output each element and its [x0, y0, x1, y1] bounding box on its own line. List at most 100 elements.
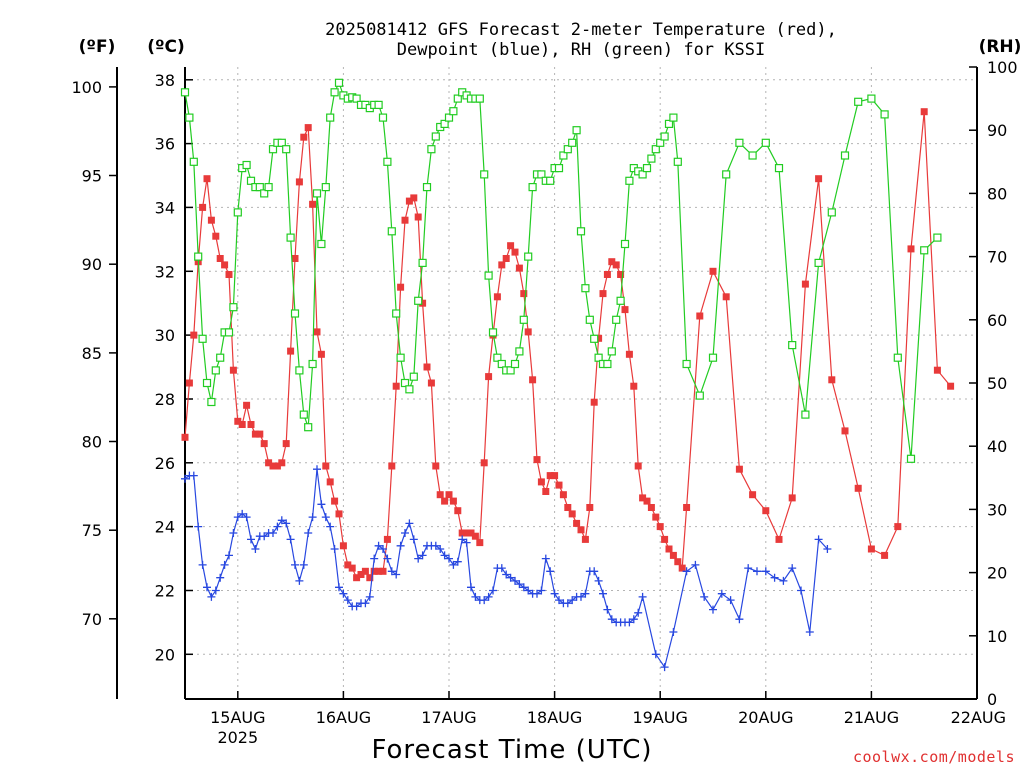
- dewpoint-point: [431, 541, 440, 550]
- rh-point: [312, 189, 322, 198]
- rh-point: [528, 183, 537, 192]
- fahrenheit-tick-label: 100: [71, 78, 102, 97]
- temperature-point: [185, 379, 193, 387]
- temperature-point: [401, 216, 409, 224]
- dewpoint-point: [330, 545, 339, 553]
- temperature-point: [661, 535, 669, 543]
- temperature-point: [568, 510, 576, 518]
- temperature-point: [304, 124, 312, 132]
- temperature-point: [546, 472, 554, 480]
- temperature-point: [199, 203, 207, 211]
- temperature-point: [947, 382, 955, 390]
- dewpoint-point: [392, 570, 401, 579]
- temperature-point: [511, 248, 519, 256]
- temperature-point: [542, 488, 550, 495]
- temperature-point: [265, 459, 273, 467]
- rh-point: [396, 353, 405, 362]
- rh-series: [180, 78, 942, 463]
- dewpoint-point: [537, 586, 546, 595]
- temperature-point: [335, 510, 343, 518]
- dewpoint-point: [401, 529, 409, 537]
- dewpoint-point: [709, 605, 717, 614]
- rh-point: [422, 183, 432, 192]
- rh-point: [383, 157, 392, 166]
- rh-point: [480, 170, 489, 179]
- dewpoint-point: [379, 545, 387, 553]
- temperature-point: [595, 334, 603, 342]
- rh-tick-label: 10: [987, 627, 1007, 646]
- x-tick-label: 21AUG: [844, 708, 899, 727]
- temperature-point: [287, 347, 295, 355]
- rh-point: [488, 328, 498, 337]
- fahrenheit-tick-label: 75: [82, 521, 102, 540]
- dewpoint-point: [480, 596, 489, 605]
- rh-point: [748, 151, 757, 160]
- fahrenheit-tick-label: 95: [82, 167, 102, 186]
- dewpoint-point: [198, 560, 207, 569]
- rh-point: [708, 353, 718, 362]
- temperature-point: [397, 283, 405, 291]
- temperature-point: [828, 376, 836, 384]
- rh-point: [268, 145, 278, 154]
- temperature-point: [247, 421, 255, 428]
- rh-point: [788, 341, 797, 350]
- rh-point: [585, 315, 594, 324]
- dewpoint-point: [577, 592, 585, 601]
- rh-point: [414, 296, 423, 305]
- dewpoint-point: [286, 535, 295, 544]
- temperature-point: [894, 523, 902, 531]
- temperature-point: [282, 440, 290, 448]
- dewpoint-point: [458, 535, 467, 544]
- dewpoint-point: [242, 513, 251, 522]
- dewpoint-point: [555, 596, 563, 605]
- rh-point: [431, 132, 440, 141]
- temperature-point: [603, 271, 611, 278]
- rh-point: [603, 359, 612, 369]
- dewpoint-point: [418, 551, 427, 560]
- rh-point: [387, 227, 396, 236]
- temperature-point: [309, 200, 317, 208]
- temperature-point: [581, 535, 589, 543]
- dewpoint-point: [502, 570, 511, 579]
- rh-point: [590, 334, 599, 343]
- fahrenheit-unit-label: (ºF): [79, 37, 116, 57]
- temperature-point: [920, 108, 928, 116]
- temperature-point: [749, 491, 757, 499]
- temperature-point: [498, 261, 506, 269]
- dewpoint-point: [761, 567, 770, 576]
- rh-point: [559, 151, 568, 160]
- temperature-point: [458, 529, 466, 537]
- temperature-point: [665, 545, 673, 553]
- temperature-point: [229, 366, 237, 374]
- temperature-point: [652, 513, 660, 521]
- rh-tick-label: 100: [987, 58, 1018, 77]
- temperature-point: [647, 504, 655, 511]
- temperature-point: [722, 293, 730, 301]
- temperature-point: [639, 494, 647, 502]
- celsius-unit-label: (ºC): [147, 37, 185, 57]
- dewpoint-point: [203, 583, 211, 592]
- temperature-point: [621, 306, 629, 314]
- rh-point: [642, 164, 652, 173]
- rh-point: [840, 151, 850, 160]
- rh-point: [229, 303, 238, 312]
- temperature-point: [225, 271, 233, 278]
- temperature-point: [436, 491, 444, 499]
- temperature-point: [573, 519, 581, 527]
- dewpoint-point: [506, 573, 515, 582]
- dewpoint-point: [370, 554, 379, 563]
- dewpoint-point: [343, 596, 352, 605]
- rh-tick-label: 40: [987, 437, 1007, 456]
- rh-point: [475, 94, 484, 103]
- rh-point: [669, 113, 678, 122]
- rh-point: [673, 157, 682, 166]
- temperature-point: [586, 504, 594, 511]
- x-tick-label: 20AUG: [738, 708, 793, 727]
- dewpoint-point: [541, 554, 550, 563]
- rh-unit-label: (RH): [979, 37, 1022, 57]
- rh-point: [682, 359, 691, 369]
- dewpoint-point: [753, 567, 761, 576]
- temperature-point: [524, 328, 532, 336]
- fahrenheit-tick-label: 80: [82, 433, 102, 452]
- rh-point: [594, 353, 603, 362]
